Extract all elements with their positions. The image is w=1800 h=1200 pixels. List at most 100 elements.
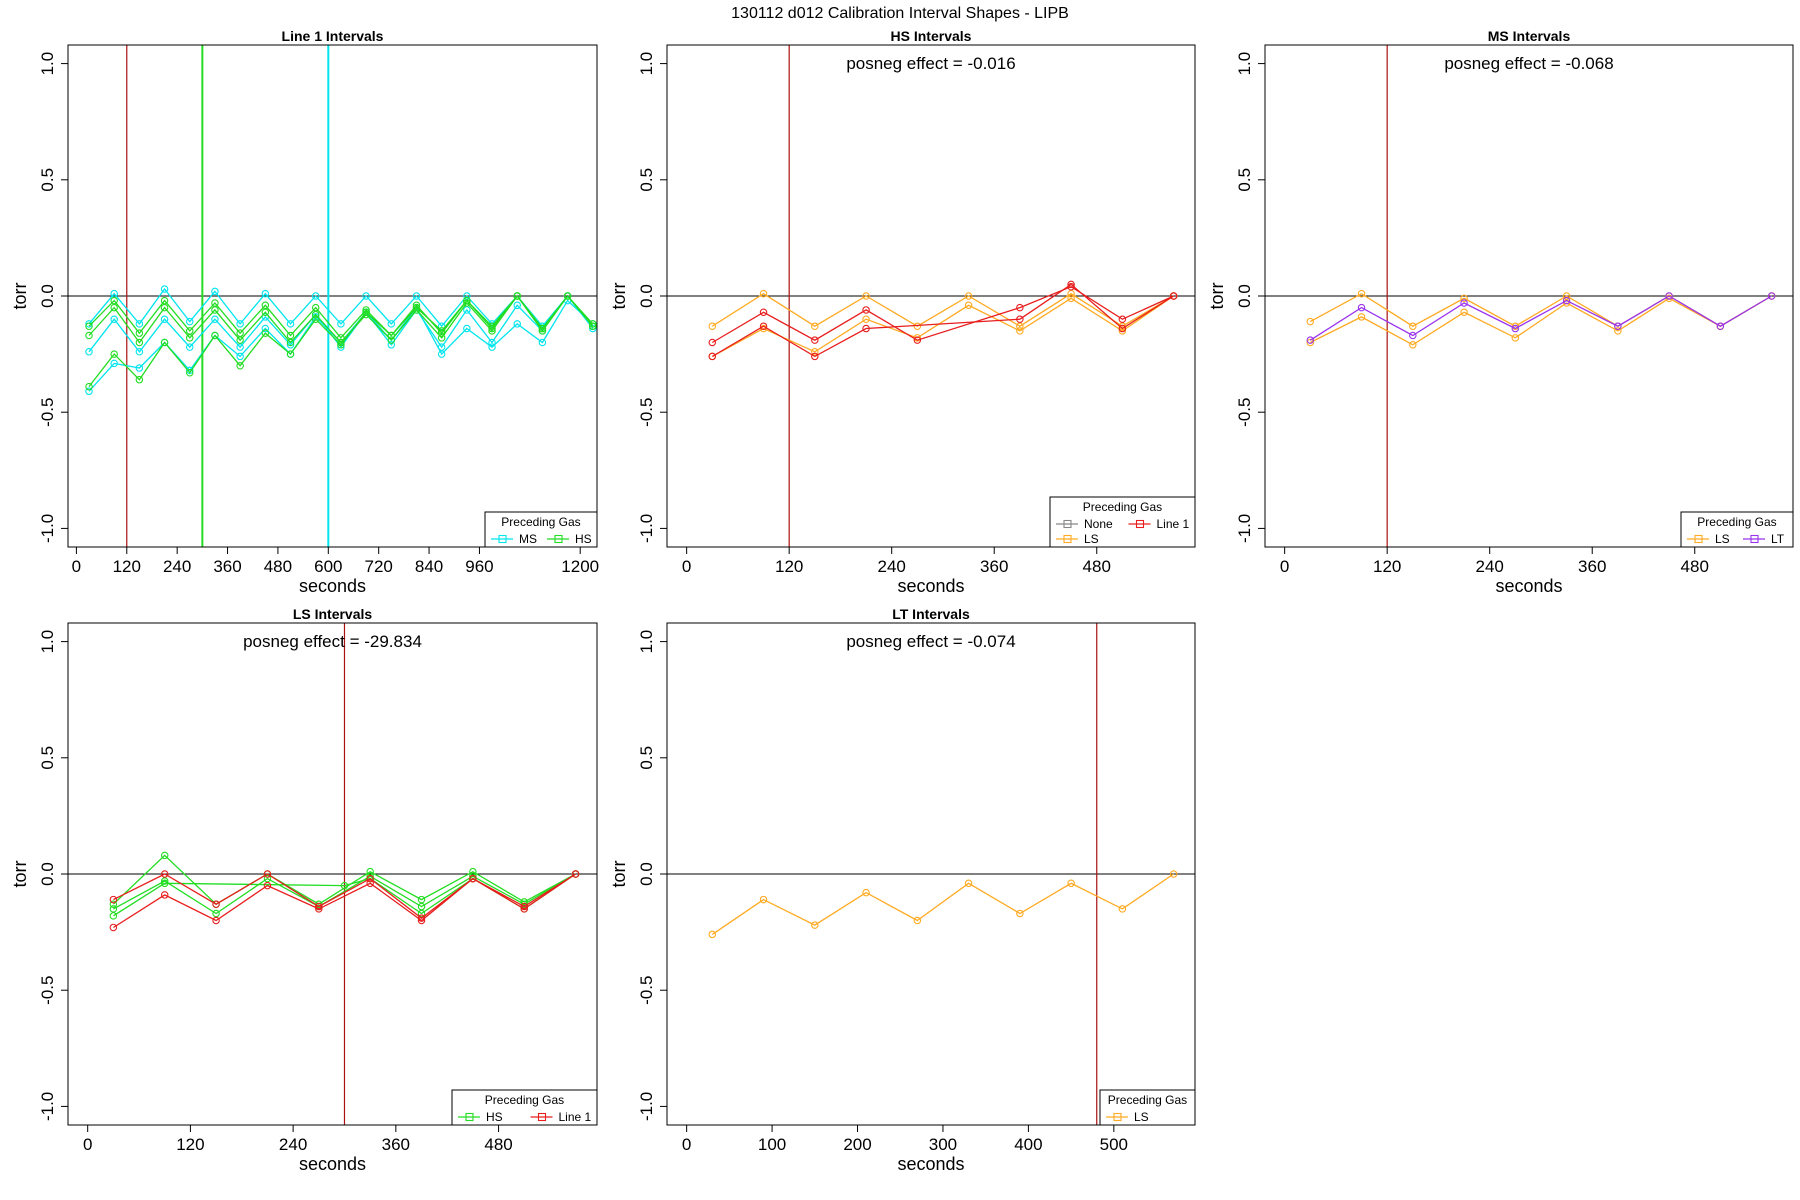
data-point — [1169, 292, 1178, 300]
posneg-annotation: posneg effect = -0.016 — [846, 54, 1015, 73]
x-tick-label: 240 — [1476, 557, 1504, 576]
posneg-annotation: posneg effect = -0.068 — [1444, 54, 1613, 73]
y-tick-label: 0.0 — [1235, 284, 1254, 308]
data-point — [1665, 292, 1673, 300]
legend-box — [484, 511, 598, 548]
y-tick-label: -0.5 — [637, 976, 656, 1005]
y-tick-label: 1.0 — [637, 52, 656, 76]
data-point — [1016, 315, 1024, 323]
data-point — [538, 324, 547, 333]
data-point — [387, 331, 396, 340]
x-tick-label: 240 — [878, 557, 906, 576]
legend-entry-label: LS — [1134, 1110, 1149, 1124]
x-tick-label: 480 — [1681, 557, 1709, 576]
data-point — [160, 891, 169, 899]
data-point — [286, 331, 295, 340]
data-point — [135, 320, 144, 328]
legend-title: Preceding Gas — [501, 515, 580, 529]
x-tick-label: 0 — [83, 1135, 92, 1154]
data-point — [1716, 322, 1725, 330]
data-point — [811, 348, 819, 356]
data-point — [261, 329, 270, 337]
data-point — [109, 912, 118, 920]
data-point — [211, 315, 219, 323]
y-axis-label: torr — [10, 282, 30, 309]
x-tick-label: 240 — [279, 1135, 307, 1154]
legend-title: Preceding Gas — [1697, 515, 1776, 529]
y-axis-label: torr — [10, 860, 30, 887]
data-point — [263, 881, 272, 890]
chart-panel-2: HS Intervals 0 120 240 360 480 seconds -1.0 -0.5… — [609, 28, 1196, 596]
data-point — [135, 375, 144, 384]
legend-box — [1680, 511, 1794, 548]
y-axis-label: torr — [609, 860, 629, 887]
data-point — [160, 851, 169, 860]
data-point — [186, 317, 194, 326]
x-tick-label: 840 — [415, 557, 443, 576]
data-point — [759, 289, 768, 298]
x-tick-label: 0 — [682, 1135, 691, 1154]
legend-swatch-marker — [498, 534, 507, 544]
data-point — [337, 341, 345, 349]
legend: Preceding Gas None Line 1 LS — [1049, 496, 1196, 548]
data-point — [1306, 317, 1315, 326]
y-tick-label: 0.0 — [38, 862, 57, 886]
data-point — [417, 895, 426, 904]
series-line — [1310, 295, 1772, 346]
data-point — [811, 352, 819, 361]
data-point — [236, 361, 244, 370]
legend-entry-label: LS — [1715, 532, 1730, 546]
data-point — [463, 296, 471, 305]
data-point — [1118, 324, 1127, 333]
chart-panel-3: MS Intervals 0 120 240 360 480 seconds -1.0 -0.5… — [1207, 28, 1794, 596]
x-tick-label: 240 — [163, 557, 191, 576]
data-point — [135, 329, 144, 337]
data-point — [488, 322, 496, 330]
legend-box — [451, 1089, 598, 1126]
data-point — [1511, 334, 1520, 342]
data-point — [1614, 327, 1622, 335]
data-point — [160, 303, 169, 312]
y-tick-label: -1.0 — [637, 514, 656, 543]
data-point — [85, 348, 93, 356]
data-point — [488, 327, 496, 335]
data-point — [463, 292, 471, 300]
data-point — [1562, 292, 1571, 300]
legend-entry-label: HS — [575, 532, 592, 546]
data-point — [135, 348, 144, 356]
data-point — [913, 336, 922, 344]
data-point — [538, 338, 547, 347]
data-point — [964, 879, 973, 888]
y-tick-label: -1.0 — [38, 514, 57, 543]
data-point — [85, 320, 93, 328]
data-point — [85, 331, 93, 340]
series-line — [711, 285, 1174, 344]
legend-title: Preceding Gas — [1083, 500, 1162, 514]
data-point — [366, 879, 374, 888]
data-point — [110, 289, 118, 298]
data-point — [463, 306, 471, 314]
y-tick-label: 0.0 — [637, 862, 656, 886]
data-point — [387, 336, 396, 344]
data-point — [160, 870, 169, 878]
posneg-annotation: posneg effect = -0.074 — [846, 632, 1015, 651]
data-point — [862, 324, 870, 333]
x-tick-label: 360 — [1578, 557, 1606, 576]
data-point — [110, 303, 118, 312]
series-line — [1309, 292, 1772, 327]
legend: Preceding Gas LS — [1099, 1089, 1196, 1126]
data-point — [862, 306, 870, 314]
y-tick-label: 1.0 — [38, 630, 57, 654]
legend-swatch-marker — [554, 534, 563, 544]
y-tick-label: -0.5 — [1235, 398, 1254, 427]
data-point — [311, 310, 320, 319]
legend-entry-label: MS — [519, 532, 537, 546]
data-point — [1409, 341, 1417, 349]
data-point — [362, 308, 370, 317]
data-point — [110, 315, 118, 323]
data-point — [337, 334, 345, 342]
data-point — [211, 287, 219, 296]
legend-swatch-marker — [1135, 519, 1145, 529]
data-point — [1357, 289, 1366, 298]
data-point — [362, 292, 370, 300]
